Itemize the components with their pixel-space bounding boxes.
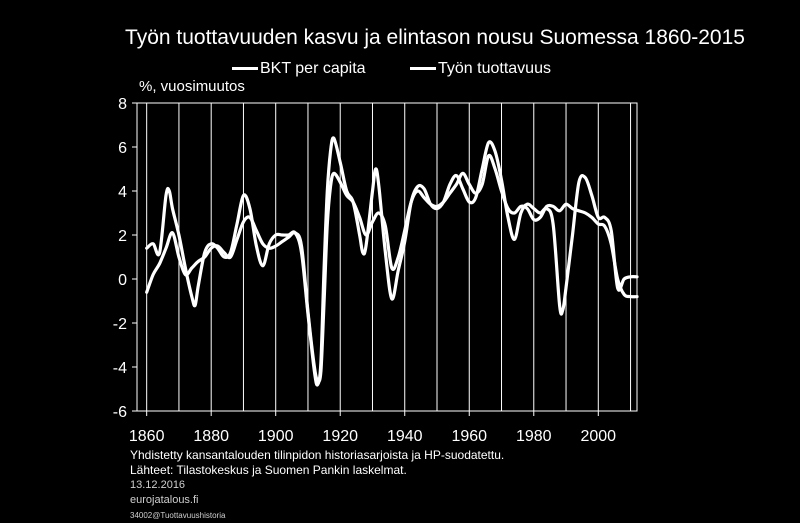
x-tick-label-1960: 1960 [451,428,487,445]
legend-swatch-bkt [232,67,258,70]
plot-frame [136,102,638,412]
x-tick-label-1940: 1940 [387,428,423,445]
y-tick-label--4: -4 [113,360,127,377]
legend-label-tuottavuus: Työn tuottavuus [438,59,551,77]
x-tick-label-1860: 1860 [129,428,165,445]
legend-item-tuottavuus: Työn tuottavuus [410,60,551,78]
x-tick-label-1980: 1980 [516,428,552,445]
note-date: 13.12.2016 [130,479,186,491]
y-tick-label-6: 6 [118,140,127,157]
note-sources: Lähteet: Tilastokeskus ja Suomen Pankin … [130,463,407,477]
x-tick-label-1900: 1900 [258,428,294,445]
legend-swatch-tuottavuus [410,67,436,70]
chart-title: Työn tuottavuuden kasvu ja elintason nou… [125,26,745,49]
y-axis-label: %, vuosimuutos [139,78,245,95]
y-tick-label--6: -6 [113,404,127,421]
legend: BKT per capita Työn tuottavuus [232,57,591,78]
y-tick-label--2: -2 [113,316,127,333]
note-method: Yhdistetty kansantalouden tilinpidon his… [130,448,505,462]
note-site: eurojatalous.fi [130,494,199,506]
series-line-bkt-per-capita [145,153,639,383]
note-code: 34002@Tuottavuushistoria [130,511,226,520]
y-tick-label-2: 2 [118,228,127,245]
x-tick-label-1880: 1880 [193,428,229,445]
series-line-tyon-tuottavuus [145,136,639,387]
x-tick-label-2000: 2000 [580,428,616,445]
x-tick-label-1920: 1920 [322,428,358,445]
y-tick-label-0: 0 [118,272,127,289]
y-tick-label-8: 8 [118,96,127,113]
legend-label-bkt: BKT per capita [260,59,366,77]
legend-item-bkt: BKT per capita [232,60,366,78]
chart-notes: Yhdistetty kansantalouden tilinpidon his… [130,448,504,523]
y-tick-label-4: 4 [118,184,127,201]
